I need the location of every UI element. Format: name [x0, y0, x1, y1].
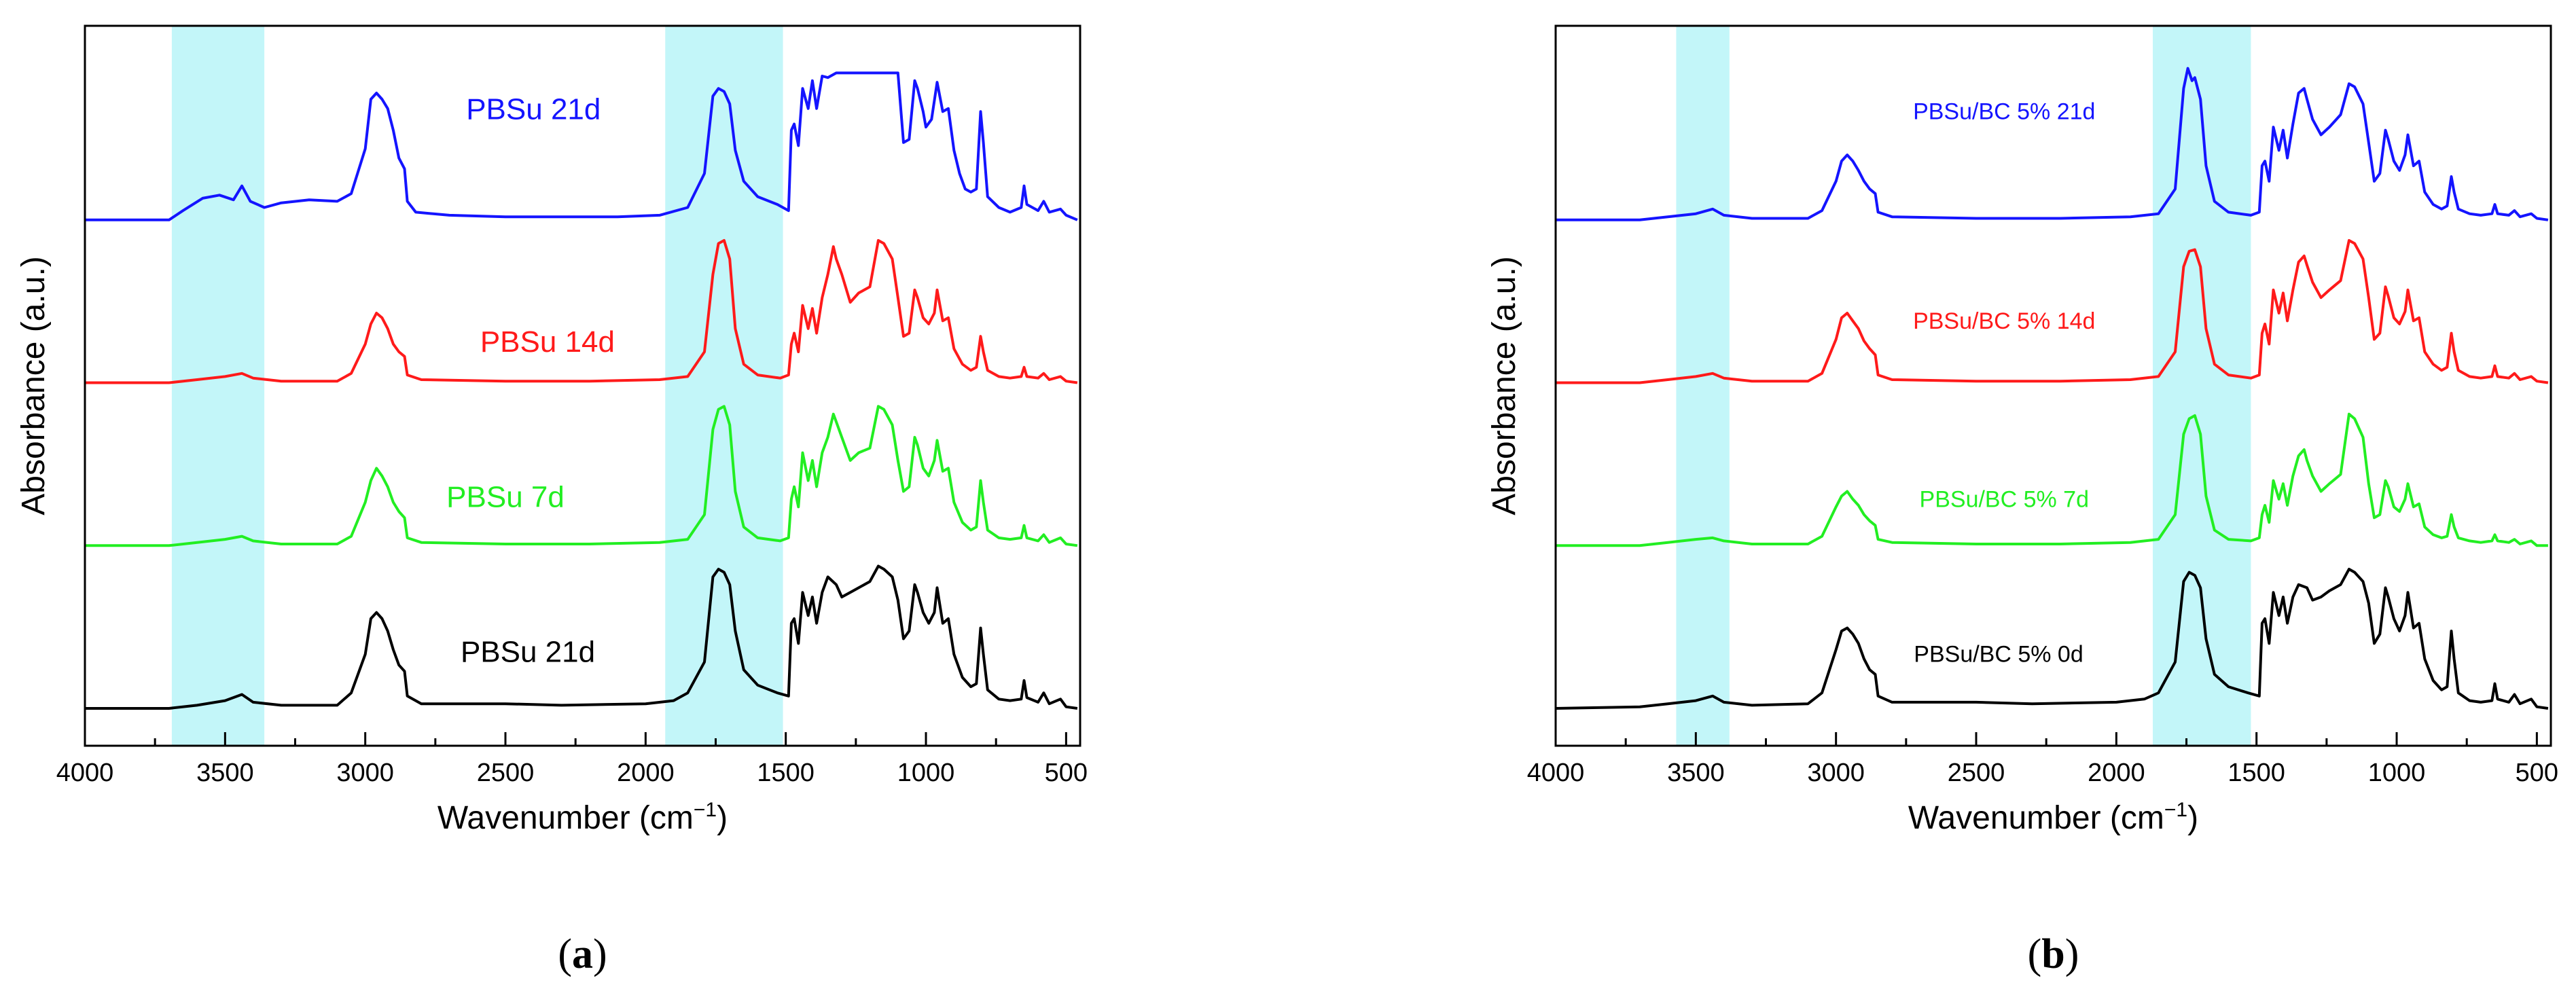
panel-a-x-tick-label: 3000 — [336, 759, 394, 787]
panel-a-x-ticks — [84, 732, 1067, 746]
panel-a-spectrum-line — [85, 564, 1078, 710]
panel-b-x-ticks — [1554, 732, 2538, 746]
panel-a-highlight-regions — [171, 26, 783, 746]
panel-b-x-tick-label: 2500 — [1948, 759, 2005, 787]
panel-a-x-tick-label: 4000 — [56, 759, 114, 787]
panel-b-highlight-region-2 — [2153, 26, 2251, 746]
panel-a-x-tick-label: 3500 — [196, 759, 254, 787]
panel-a-series-labels: PBSu 21d PBSu 14d PBSu 7d PBSu 21d — [446, 93, 615, 669]
panel-a-series-label: PBSu 21d — [466, 93, 601, 126]
panel-b-highlight-region-1 — [1676, 26, 1730, 746]
panel-a-x-tick-label: 1500 — [757, 759, 815, 787]
panel-b-x-tick-label: 500 — [2516, 759, 2558, 787]
panel-a-series-label: PBSu 7d — [446, 480, 565, 513]
panel-a-spectrum-line — [85, 405, 1078, 547]
panel-a-series-label: PBSu 21d — [461, 636, 595, 669]
panel-a-highlight-region-1 — [171, 26, 265, 746]
panel-a-x-tick-label: 500 — [1045, 759, 1088, 787]
panel-b-series-labels: PBSu/BC 5% 21d PBSu/BC 5% 14d PBSu/BC 5% 7… — [1913, 99, 2095, 668]
panel-b-plot-frame — [1554, 24, 2552, 747]
panel-a-x-tick-label: 2500 — [477, 759, 535, 787]
panel-b-x-tick-label: 3000 — [1807, 759, 1865, 787]
panel-a-x-tick-label: 1000 — [897, 759, 955, 787]
panel-a: 4000 3500 3000 2500 2000 1500 1000 500 PBSu 21d… — [16, 24, 1088, 977]
panel-b-series-label: PBSu/BC 5% 7d — [1920, 486, 2089, 512]
panel-b-x-tick-label: 1000 — [2368, 759, 2426, 787]
panel-a-y-axis-label: Absorbance (a.u.) — [16, 256, 52, 515]
panel-b-highlight-regions — [1676, 26, 2251, 746]
panel-a-plot-frame — [84, 24, 1081, 747]
panel-b-spectrum-line — [1555, 568, 2549, 710]
panel-b-series-label: PBSu/BC 5% 0d — [1914, 642, 2083, 668]
panel-b-series-label: PBSu/BC 5% 21d — [1913, 99, 2095, 125]
panel-b-x-tick-label: 2000 — [2088, 759, 2145, 787]
panel-b-x-tick-label: 1500 — [2228, 759, 2285, 787]
panel-a-x-tick-label: 2000 — [617, 759, 675, 787]
panel-b: 4000 3500 3000 2500 2000 1500 1000 500 PBSu/BC … — [1486, 24, 2558, 977]
panel-b-x-tick-labels: 4000 3500 3000 2500 2000 1500 1000 500 — [1527, 759, 2558, 787]
panel-a-spectra — [85, 71, 1078, 710]
panel-a-highlight-region-2 — [665, 26, 783, 746]
panel-b-x-tick-label: 4000 — [1527, 759, 1585, 787]
panel-a-series-label: PBSu 14d — [480, 325, 615, 359]
panel-a-x-axis-label: Wavenumber (cm−1) — [437, 799, 728, 836]
panel-b-x-axis-label: Wavenumber (cm−1) — [1908, 799, 2198, 836]
panel-b-y-axis-label: Absorbance (a.u.) — [1486, 256, 1522, 515]
panel-b-spectrum-line — [1556, 67, 2549, 221]
panel-b-spectrum-line — [1556, 412, 2548, 547]
panel-a-caption-label: (a) — [558, 931, 607, 977]
panel-a-spectrum-line — [85, 239, 1078, 384]
panel-a-spectrum-line — [85, 71, 1078, 221]
panel-b-spectra — [1555, 67, 2549, 710]
panel-b-caption-label: (b) — [2028, 931, 2079, 977]
panel-b-series-label: PBSu/BC 5% 14d — [1913, 308, 2095, 334]
panel-b-spectrum-line — [1556, 239, 2549, 384]
panel-a-x-tick-labels: 4000 3500 3000 2500 2000 1500 1000 500 — [56, 759, 1088, 787]
panel-b-x-tick-label: 3500 — [1667, 759, 1725, 787]
